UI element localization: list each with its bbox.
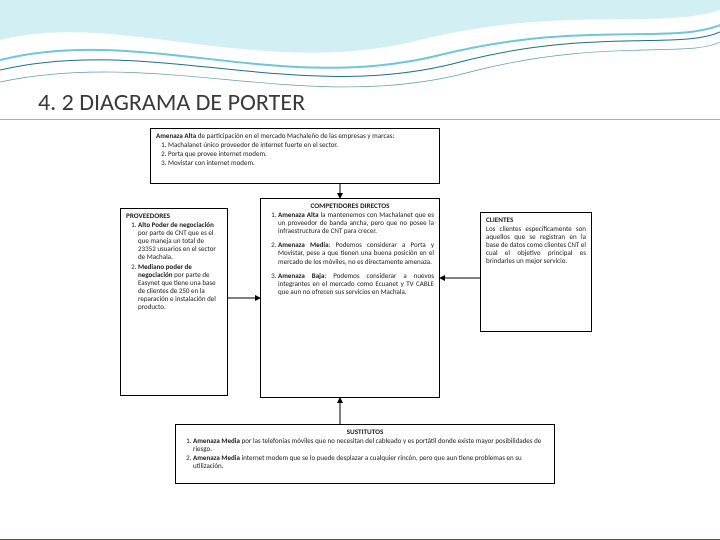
list-item: Amenaza Media internet modem que se lo p…: [193, 454, 549, 470]
list-item: Amenaza Baja: Podemos considerar a nuevo…: [278, 272, 434, 296]
slide-title: 4. 2 DIAGRAMA DE PORTER: [38, 88, 305, 117]
list-item: Machalanet único proveedor de internet f…: [168, 141, 434, 149]
box-left-title: PROVEEDORES: [126, 212, 222, 220]
box-center-list: Amenaza Alta la mantenemos con Machalane…: [278, 211, 434, 295]
box-new-entrants: Amenaza Alta de participación en el merc…: [150, 128, 440, 184]
box-left-list: Alto Poder de negociación por parte de C…: [138, 221, 222, 311]
box-substitutes: SUSTITUTOS Amenaza Media por las telefon…: [175, 424, 555, 484]
box-top-title: Amenaza Alta: [156, 131, 196, 140]
list-item: Amenaza Media: Podemos considerar a Port…: [278, 241, 434, 265]
box-center-title: COMPETIDORES DIRECTOS: [266, 202, 434, 210]
porter-diagram: Amenaza Alta de participación en el merc…: [80, 128, 640, 508]
list-item: Amenaza Media por las telefonías móviles…: [193, 437, 549, 453]
list-item: Porta que provee internet modem.: [168, 150, 434, 158]
box-top-list: Machalanet único proveedor de internet f…: [168, 141, 434, 167]
list-item: Amenaza Alta la mantenemos con Machalane…: [278, 211, 434, 235]
box-right-title: CLIENTES: [486, 216, 586, 224]
list-item: Mediano poder de negociación por parte d…: [138, 263, 222, 311]
box-bottom-list: Amenaza Media por las telefonías móviles…: [193, 437, 549, 470]
list-item: Movistar con internet modem.: [168, 159, 434, 167]
box-suppliers: PROVEEDORES Alto Poder de negociación po…: [120, 208, 228, 396]
box-right-body: Los clientes específicamente son aquello…: [486, 225, 586, 265]
box-competitors: COMPETIDORES DIRECTOS Amenaza Alta la ma…: [260, 198, 440, 398]
box-bottom-title: SUSTITUTOS: [181, 428, 549, 436]
list-item: Alto Poder de negociación por parte de C…: [138, 221, 222, 261]
box-clients: CLIENTES Los clientes específicamente so…: [480, 212, 592, 332]
